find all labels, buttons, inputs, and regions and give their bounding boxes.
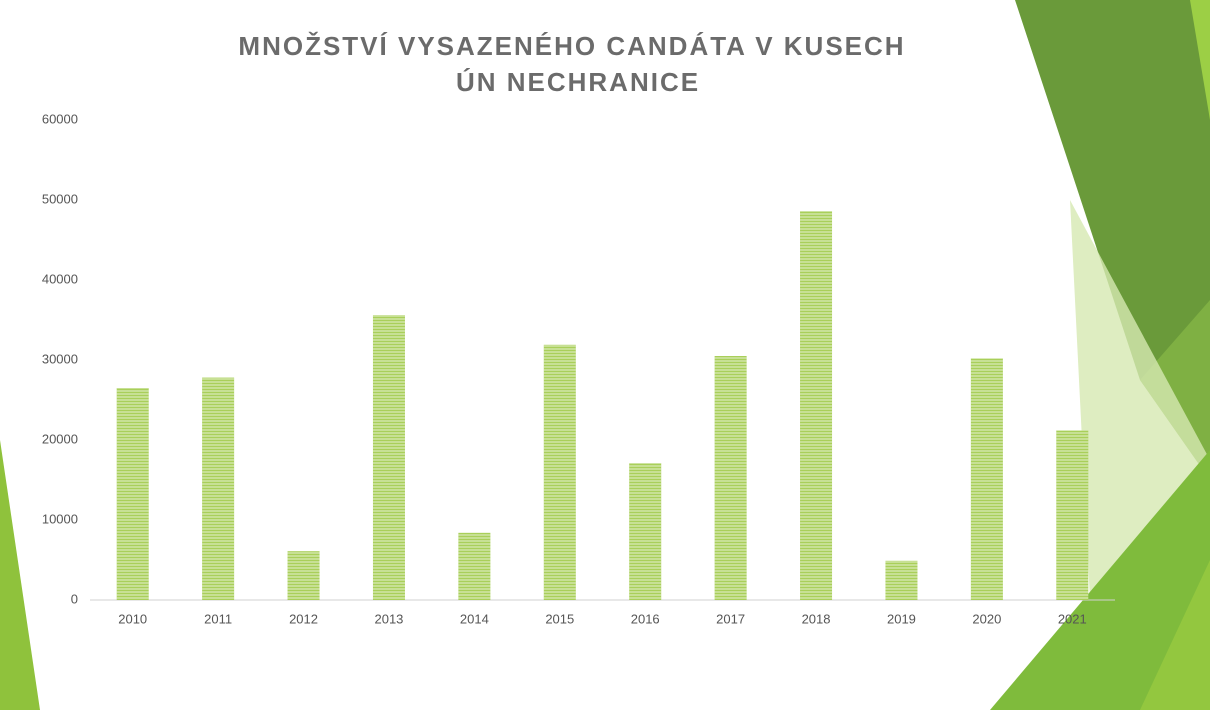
x-tick-label: 2011 [204, 611, 232, 626]
bar-texture [287, 551, 320, 600]
bar-texture [885, 560, 918, 600]
y-tick-label: 60000 [42, 111, 78, 126]
chart-title: MNOŽSTVÍ VYSAZENÉHO CANDÁTA V KUSECH [238, 31, 905, 61]
bar-texture [372, 315, 405, 600]
decor [1140, 560, 1210, 710]
bar-texture [629, 463, 662, 600]
y-tick-label: 0 [71, 591, 78, 606]
bar-texture [116, 388, 149, 600]
y-tick-label: 40000 [42, 271, 78, 286]
y-tick-label: 50000 [42, 191, 78, 206]
decor [1190, 0, 1210, 120]
bar-texture [714, 356, 747, 600]
x-tick-label: 2021 [1058, 611, 1087, 626]
y-tick-label: 10000 [42, 511, 78, 526]
x-tick-label: 2012 [289, 611, 318, 626]
x-tick-label: 2014 [460, 611, 489, 626]
y-tick-label: 30000 [42, 351, 78, 366]
x-tick-label: 2017 [716, 611, 745, 626]
decor [0, 440, 40, 710]
bar-texture [543, 344, 576, 600]
x-tick-label: 2020 [972, 611, 1001, 626]
bar-texture [970, 358, 1003, 600]
bar-texture [800, 211, 833, 600]
x-tick-label: 2016 [631, 611, 660, 626]
x-tick-label: 2018 [802, 611, 831, 626]
x-tick-label: 2015 [545, 611, 574, 626]
bar-texture [1056, 430, 1089, 600]
bar-texture [202, 377, 235, 600]
x-tick-label: 2010 [118, 611, 147, 626]
x-tick-label: 2013 [374, 611, 403, 626]
y-tick-label: 20000 [42, 431, 78, 446]
chart-subtitle: ÚN NECHRANICE [456, 67, 700, 97]
decor [990, 450, 1210, 710]
x-tick-label: 2019 [887, 611, 916, 626]
bar-texture [458, 532, 491, 600]
